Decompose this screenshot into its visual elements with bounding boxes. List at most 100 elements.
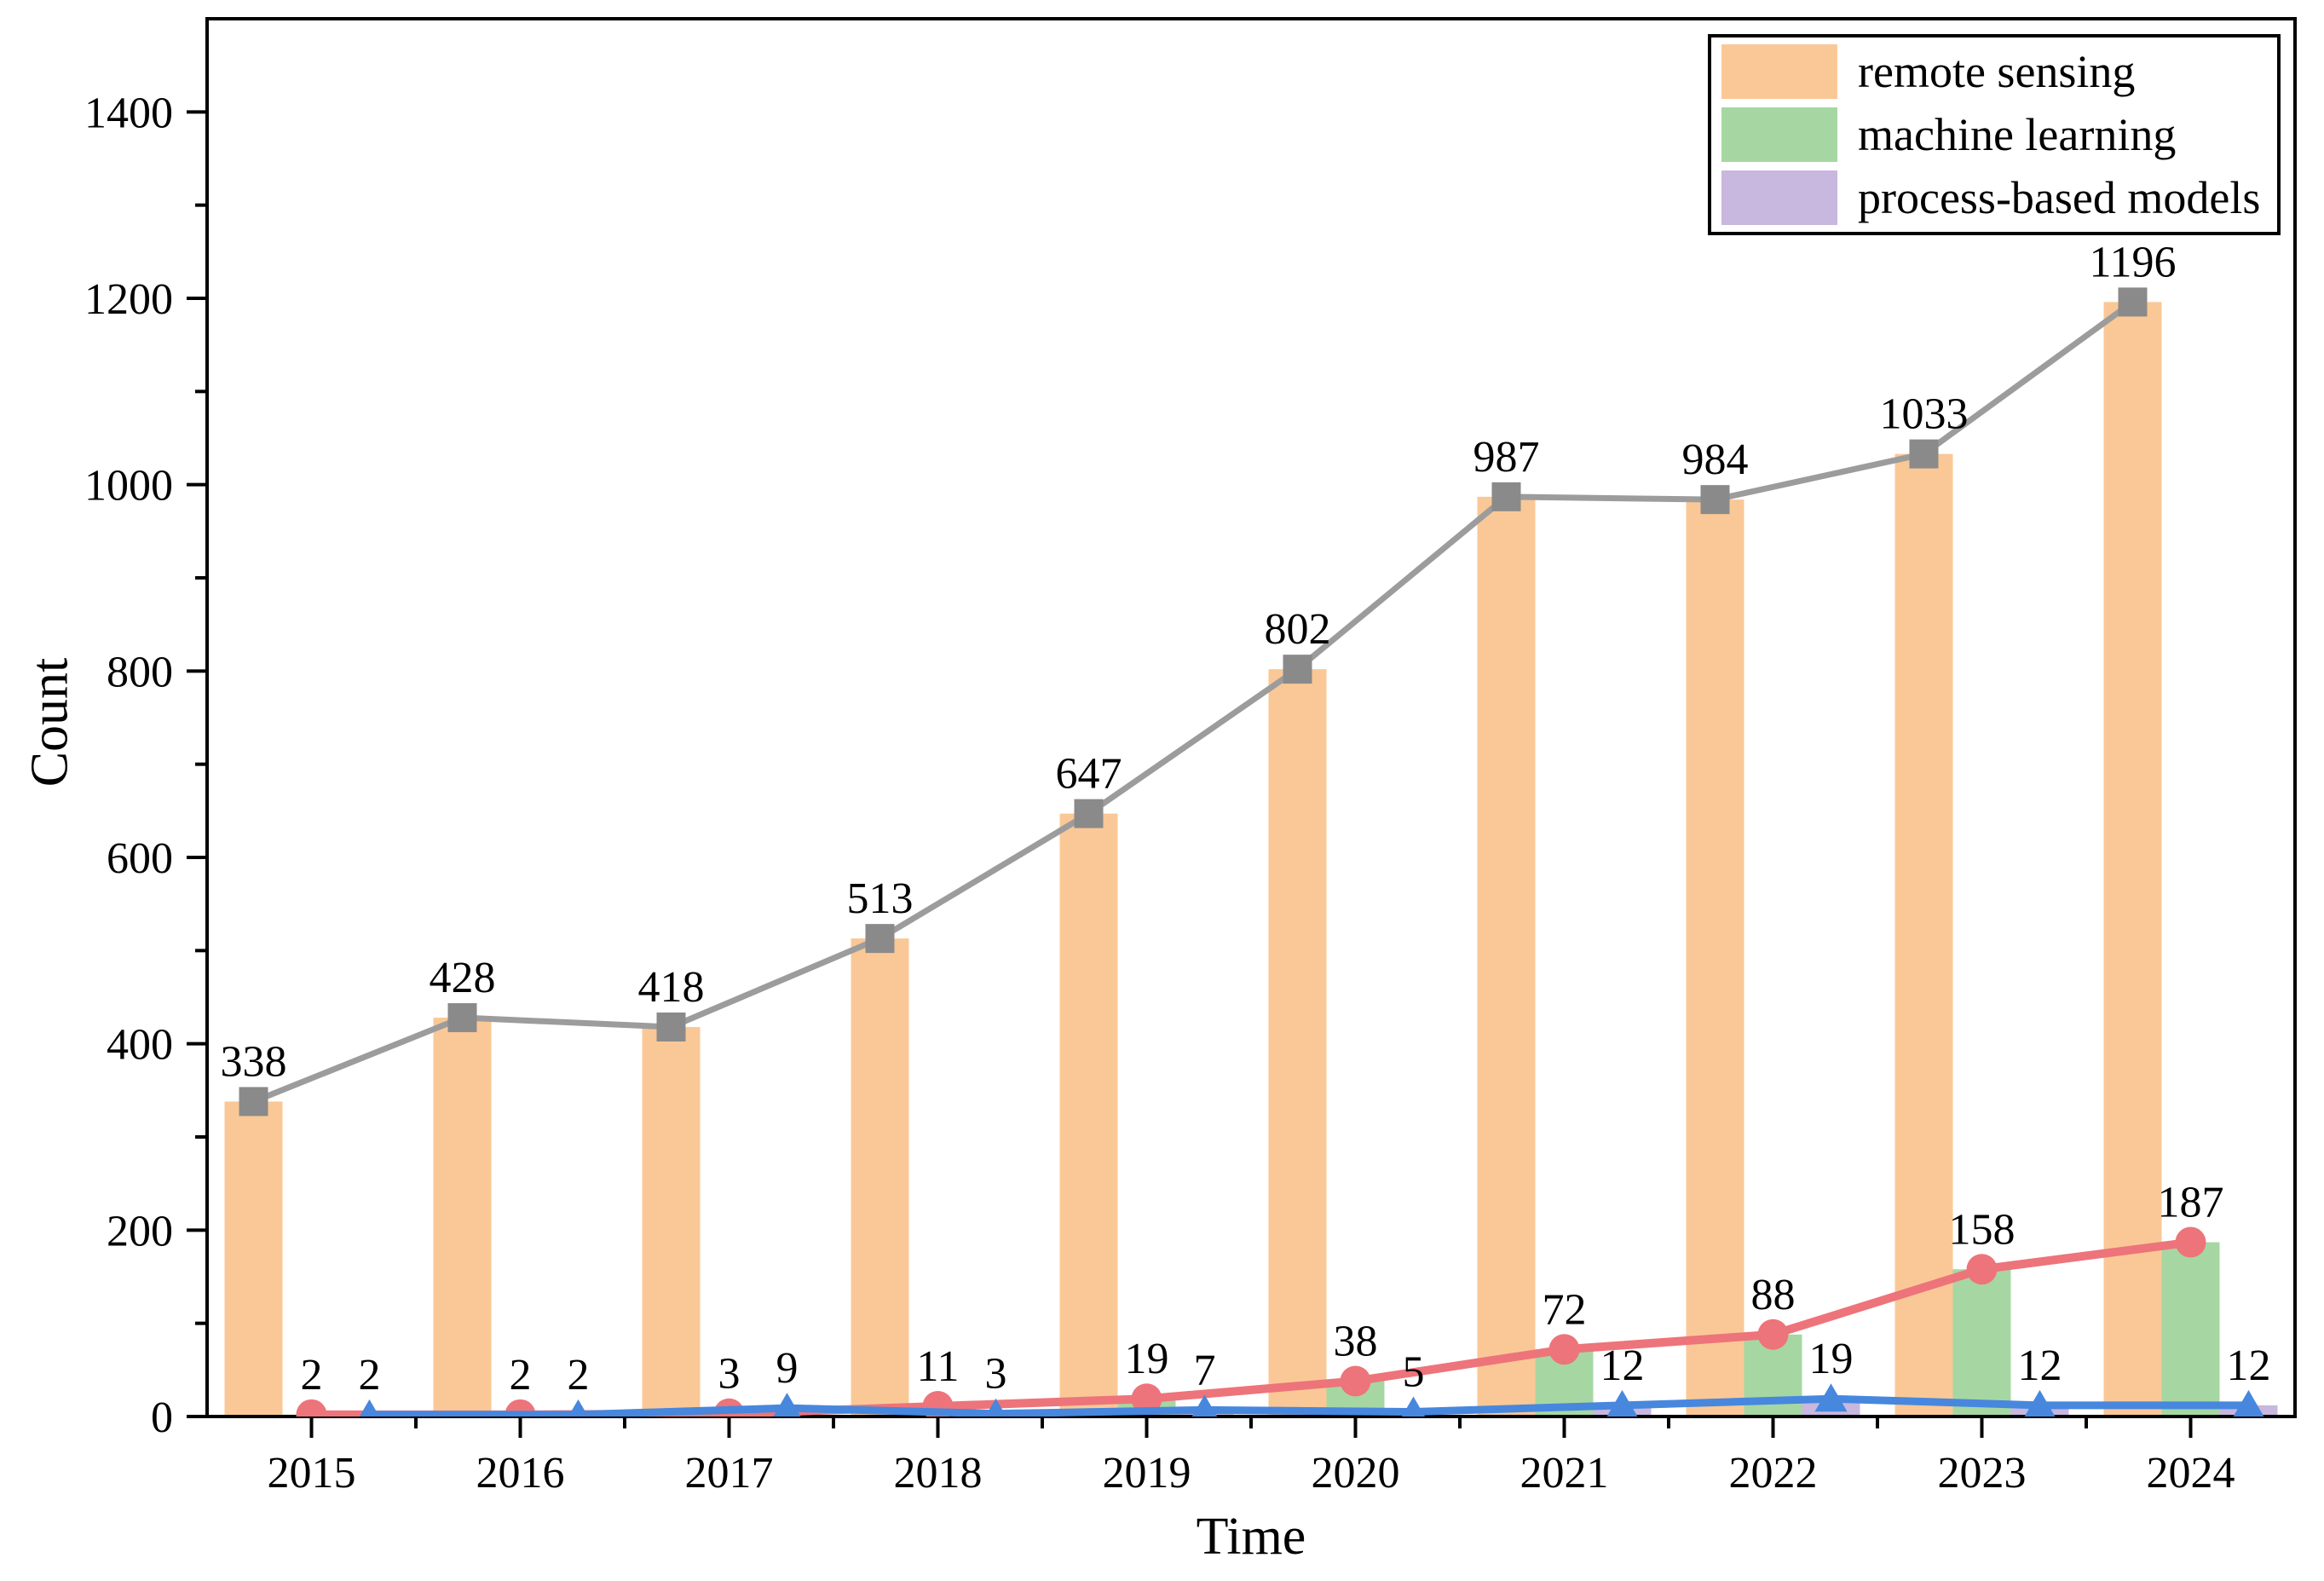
lines-layer — [239, 287, 2264, 1417]
value-label-process-based-models-2022: 19 — [1809, 1335, 1854, 1383]
legend-label-process-based-models: process-based models — [1858, 172, 2261, 223]
marker-process-based-models-2020 — [1401, 1396, 1426, 1417]
bar-remote-sensing-2023 — [1894, 453, 1953, 1417]
value-label-process-based-models-2021: 12 — [1600, 1342, 1645, 1390]
value-label-process-based-models-2024: 12 — [2227, 1342, 2271, 1390]
legend-item-remote-sensing: remote sensing — [1721, 40, 2277, 103]
marker-process-based-models-2021 — [1606, 1389, 1638, 1417]
y-tick-label-200: 200 — [107, 1207, 173, 1255]
value-label-remote-sensing-2022: 984 — [1682, 436, 1749, 484]
x-tick-label-2024: 2024 — [2147, 1449, 2235, 1497]
bar-machine-learning-2024 — [2161, 1242, 2220, 1417]
marker-machine-learning-2015 — [296, 1399, 327, 1417]
marker-process-based-models-2022 — [1814, 1383, 1848, 1412]
x-tick-label-2018: 2018 — [894, 1449, 983, 1497]
bar-remote-sensing-2015 — [224, 1101, 283, 1417]
value-label-machine-learning-2020: 38 — [1334, 1317, 1378, 1365]
y-tick-label-1400: 1400 — [84, 89, 173, 137]
x-axis-title: Time — [1196, 1508, 1306, 1566]
y-tick-label-800: 800 — [107, 648, 173, 696]
value-label-process-based-models-2018: 3 — [985, 1350, 1007, 1399]
bar-remote-sensing-2017 — [642, 1026, 701, 1417]
marker-machine-learning-2021 — [1548, 1334, 1580, 1365]
bars-layer — [224, 302, 2278, 1417]
axes-layer — [187, 17, 2297, 1438]
bar-remote-sensing-2024 — [2103, 302, 2162, 1417]
value-label-process-based-models-2015: 2 — [359, 1351, 381, 1399]
value-label-machine-learning-2017: 3 — [718, 1350, 741, 1399]
legend-label-remote-sensing: remote sensing — [1858, 46, 2136, 97]
marker-remote-sensing-2024 — [2118, 287, 2148, 317]
marker-process-based-models-2017 — [773, 1393, 801, 1417]
legend-box: remote sensing machine learning process-… — [1708, 34, 2281, 235]
marker-remote-sensing-2022 — [1700, 485, 1730, 515]
y-tick-label-400: 400 — [107, 1021, 173, 1070]
marker-machine-learning-2019 — [1131, 1383, 1162, 1415]
bar-remote-sensing-2020 — [1268, 669, 1327, 1417]
marker-remote-sensing-2020 — [1283, 655, 1312, 684]
marker-remote-sensing-2018 — [865, 924, 895, 954]
bar-remote-sensing-2018 — [851, 938, 909, 1417]
value-label-remote-sensing-2021: 987 — [1473, 433, 1540, 482]
marker-machine-learning-2023 — [1966, 1254, 1998, 1285]
legend-swatch-process-based-models — [1721, 170, 1837, 225]
x-tick-label-2020: 2020 — [1312, 1449, 1400, 1497]
bar-remote-sensing-2021 — [1477, 496, 1536, 1417]
marker-process-based-models-2023 — [2024, 1389, 2056, 1417]
value-label-machine-learning-2022: 88 — [1751, 1271, 1796, 1319]
x-tick-label-2019: 2019 — [1103, 1449, 1191, 1497]
value-label-machine-learning-2015: 2 — [301, 1351, 323, 1399]
y-tick-label-1200: 1200 — [84, 275, 173, 324]
marker-remote-sensing-2016 — [447, 1003, 477, 1033]
value-label-remote-sensing-2015: 338 — [221, 1037, 287, 1086]
legend-label-machine-learning: machine learning — [1858, 109, 2177, 160]
value-label-machine-learning-2016: 2 — [510, 1351, 532, 1399]
value-label-remote-sensing-2019: 647 — [1056, 750, 1122, 799]
y-axis-title: Count — [20, 657, 79, 788]
marker-remote-sensing-2017 — [656, 1012, 686, 1041]
marker-process-based-models-2019 — [1191, 1394, 1218, 1417]
marker-process-based-models-2016 — [568, 1399, 589, 1417]
marker-machine-learning-2024 — [2175, 1226, 2206, 1258]
value-label-remote-sensing-2016: 428 — [430, 954, 496, 1002]
bar-remote-sensing-2016 — [433, 1018, 492, 1417]
marker-remote-sensing-2015 — [239, 1087, 268, 1117]
marker-process-based-models-2018 — [985, 1398, 1006, 1417]
bar-machine-learning-2023 — [1952, 1269, 2011, 1417]
y-tick-label-0: 0 — [151, 1393, 173, 1442]
marker-machine-learning-2022 — [1757, 1318, 1789, 1350]
bar-remote-sensing-2022 — [1686, 499, 1744, 1417]
x-tick-label-2022: 2022 — [1729, 1449, 1818, 1497]
value-label-machine-learning-2023: 158 — [1949, 1205, 2015, 1254]
value-label-remote-sensing-2024: 1196 — [2089, 238, 2176, 286]
bar-remote-sensing-2019 — [1059, 813, 1118, 1417]
value-label-process-based-models-2017: 9 — [776, 1344, 799, 1393]
value-label-machine-learning-2018: 11 — [916, 1342, 959, 1391]
x-tick-label-2016: 2016 — [476, 1449, 565, 1497]
value-label-remote-sensing-2017: 418 — [638, 963, 705, 1012]
x-tick-label-2017: 2017 — [685, 1449, 774, 1497]
marker-process-based-models-2024 — [2233, 1389, 2264, 1417]
x-tick-label-2021: 2021 — [1520, 1449, 1609, 1497]
value-label-process-based-models-2019: 7 — [1194, 1346, 1216, 1394]
value-label-process-based-models-2016: 2 — [568, 1351, 590, 1399]
legend-item-process-based-models: process-based models — [1721, 166, 2277, 229]
value-label-remote-sensing-2023: 1033 — [1880, 390, 1969, 439]
value-label-process-based-models-2023: 12 — [2018, 1342, 2062, 1390]
legend-swatch-machine-learning — [1721, 107, 1837, 162]
value-label-machine-learning-2024: 187 — [2158, 1179, 2224, 1227]
value-label-remote-sensing-2018: 513 — [847, 874, 914, 923]
value-label-remote-sensing-2020: 802 — [1265, 605, 1331, 654]
marker-process-based-models-2015 — [359, 1399, 380, 1417]
marker-remote-sensing-2021 — [1491, 482, 1521, 511]
legend-swatch-remote-sensing — [1721, 44, 1837, 99]
line-remote-sensing — [252, 299, 2135, 1105]
y-tick-label-600: 600 — [107, 834, 173, 883]
value-label-machine-learning-2021: 72 — [1543, 1285, 1587, 1334]
x-tick-label-2023: 2023 — [1938, 1449, 2027, 1497]
marker-machine-learning-2020 — [1340, 1365, 1371, 1397]
value-label-process-based-models-2020: 5 — [1403, 1348, 1425, 1397]
